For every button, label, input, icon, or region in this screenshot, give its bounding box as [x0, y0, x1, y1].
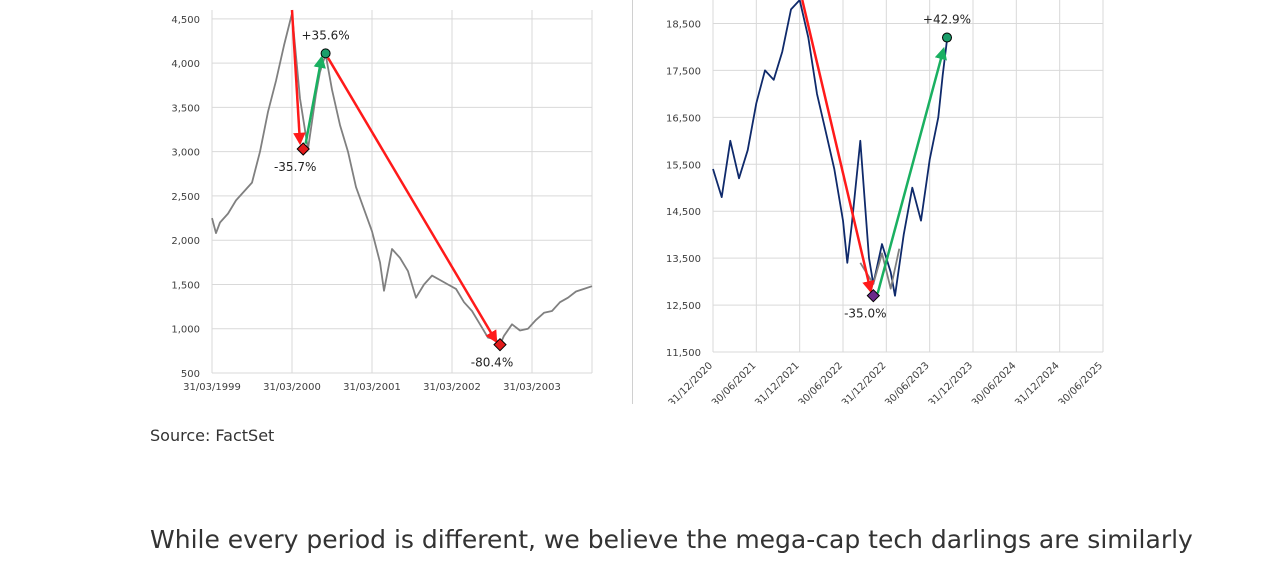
y-tick-label: 4,000	[171, 59, 200, 70]
y-tick-label: 4,500	[171, 15, 200, 26]
x-tick-label: 30/06/2022	[797, 360, 846, 404]
y-tick-label: 14,500	[666, 207, 701, 218]
source-caption: Source: FactSet	[150, 426, 275, 445]
series-line	[859, 248, 901, 290]
x-tick-label: 31/03/2002	[423, 382, 481, 393]
x-tick-label: 30/06/2021	[710, 360, 759, 404]
y-tick-label: 2,000	[171, 236, 200, 247]
x-tick-label: 31/03/2000	[263, 382, 321, 393]
y-tick-label: 16,500	[666, 113, 701, 124]
trough-marker	[296, 142, 310, 156]
trend-arrow	[304, 55, 326, 144]
peak-marker	[942, 32, 952, 43]
x-tick-label: 31/03/2001	[343, 382, 401, 393]
chart-right: 18,500 17,500 16,500 15,500 14,500 13,500 12,5…	[666, 0, 1106, 404]
y-tick-label: 1,000	[171, 325, 200, 336]
series-line	[712, 0, 948, 297]
trend-arrow	[326, 57, 498, 344]
x-tick-label: 31/12/2020	[667, 360, 716, 404]
y-tick-label: 3,500	[171, 103, 200, 114]
y-tick-label: 13,500	[666, 254, 701, 265]
trend-arrow	[801, 0, 875, 294]
annotation-label: -80.4%	[471, 356, 513, 370]
y-tick-label: 11,500	[666, 348, 701, 359]
x-tick-label: 31/03/1999	[183, 382, 241, 393]
x-tick-label: 30/06/2025	[1057, 360, 1106, 404]
y-tick-label: 1,500	[171, 280, 200, 291]
body-paragraph: While every period is different, we beli…	[150, 525, 1193, 554]
x-tick-label: 30/06/2023	[883, 360, 932, 404]
trough-marker	[493, 337, 507, 352]
x-tick-label: 31/12/2024	[1013, 360, 1062, 404]
peak-marker	[320, 48, 331, 59]
trend-arrow	[876, 46, 947, 294]
trough-marker	[866, 288, 881, 303]
annotation-label: +35.6%	[302, 28, 350, 42]
y-tick-label: 2,500	[171, 192, 200, 203]
y-tick-label: 17,500	[666, 66, 701, 77]
y-tick-label: 18,500	[666, 19, 701, 30]
x-tick-label: 31/12/2023	[927, 360, 976, 404]
y-tick-label: 12,500	[666, 301, 701, 312]
annotation-label: -35.0%	[844, 307, 886, 321]
x-tick-label: 31/12/2022	[840, 360, 889, 404]
x-tick-label: 30/06/2024	[970, 360, 1019, 404]
chart-divider	[632, 0, 633, 404]
x-tick-label: 31/03/2003	[503, 382, 561, 393]
trend-arrow	[290, 9, 306, 146]
chart-left: 4,500 4,000 3,500 3,000 2,500 2,000 1,500 1,000…	[171, 9, 593, 393]
series-line	[211, 12, 593, 346]
y-tick-label: 500	[181, 369, 200, 380]
x-tick-label: 31/12/2021	[753, 360, 802, 404]
y-tick-label: 15,500	[666, 160, 701, 171]
annotation-label: -35.7%	[274, 160, 316, 174]
annotation-label: +42.9%	[923, 13, 971, 27]
y-tick-label: 3,000	[171, 148, 200, 159]
